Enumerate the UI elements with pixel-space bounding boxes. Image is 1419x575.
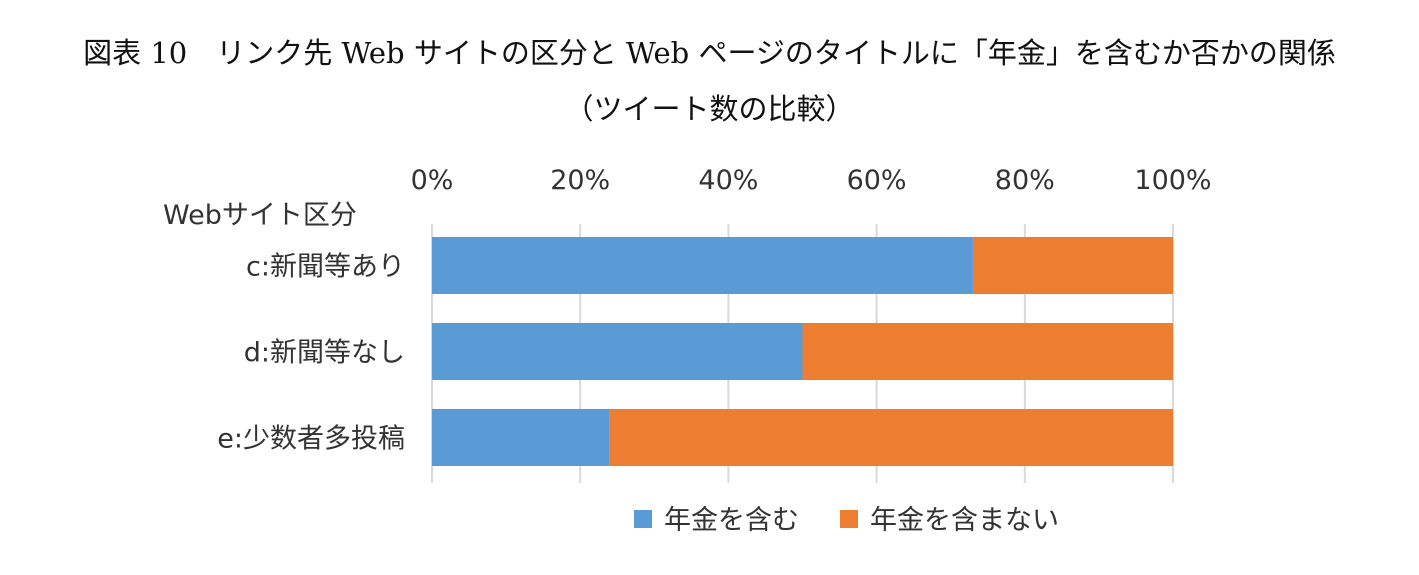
category-label: e:少数者多投稿 bbox=[217, 424, 405, 455]
bar-excludes-2 bbox=[802, 323, 1173, 380]
x-tick-label: 60% bbox=[847, 165, 907, 196]
legend-swatch bbox=[634, 510, 652, 528]
bar-includes-3 bbox=[432, 409, 610, 466]
category-label: c:新聞等あり bbox=[246, 252, 405, 283]
y-axis-label: Webサイト区分 bbox=[163, 200, 357, 231]
x-tick-label: 100% bbox=[1134, 165, 1211, 196]
bar-excludes-3 bbox=[609, 409, 1173, 466]
legend-label: 年金を含まない bbox=[870, 505, 1059, 536]
legend-swatch bbox=[840, 510, 858, 528]
legend-label: 年金を含む bbox=[664, 505, 799, 536]
x-tick-label: 40% bbox=[698, 165, 758, 196]
bar-includes-1 bbox=[432, 237, 973, 294]
bar-excludes-1 bbox=[972, 237, 1173, 294]
x-tick-label: 20% bbox=[550, 165, 610, 196]
chart-subtitle: （ツイート数の比較） bbox=[564, 92, 855, 126]
category-label: d:新聞等なし bbox=[244, 338, 405, 369]
x-tick-label: 0% bbox=[411, 165, 454, 196]
chart-title: 図表 10 リンク先 Web サイトの区分と Web ページのタイトルに「年金」… bbox=[83, 36, 1336, 70]
bar-includes-2 bbox=[432, 323, 803, 380]
x-tick-label: 80% bbox=[995, 165, 1055, 196]
